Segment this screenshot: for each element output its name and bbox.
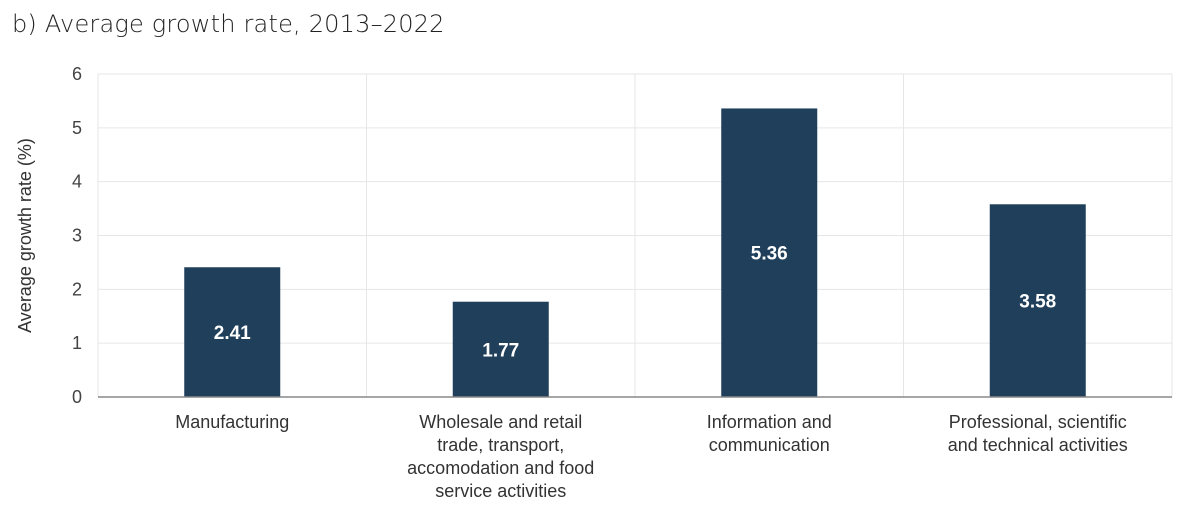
x-tick-label: and technical activities: [948, 435, 1128, 455]
x-tick-label: Manufacturing: [175, 412, 289, 432]
x-tick-label: Wholesale and retail: [419, 412, 582, 432]
data-label: 2.41: [214, 323, 251, 344]
x-tick-label: accomodation and food: [407, 458, 594, 478]
y-tick-label: 6: [72, 64, 82, 84]
y-tick-label: 0: [72, 387, 82, 407]
data-label: 5.36: [751, 244, 788, 265]
x-tick-label: Professional, scientific: [949, 412, 1127, 432]
bar: [184, 267, 281, 397]
bar: [989, 204, 1086, 397]
x-tick-label: communication: [709, 435, 830, 455]
x-tick-label: service activities: [435, 481, 566, 501]
data-label: 1.77: [482, 340, 519, 361]
data-label: 3.58: [1019, 292, 1056, 313]
x-tick-label: Information and: [707, 412, 832, 432]
bar: [721, 108, 818, 397]
y-tick-label: 4: [72, 172, 82, 192]
y-tick-label: 2: [72, 279, 82, 299]
chart-title: b) Average growth rate, 2013–2022: [12, 10, 445, 38]
y-axis-title: Average growth rate (%): [15, 138, 35, 333]
y-tick-label: 5: [72, 118, 82, 138]
y-tick-label: 1: [72, 333, 82, 353]
y-tick-label: 3: [72, 226, 82, 246]
x-tick-label: trade, transport,: [437, 435, 564, 455]
bar: [452, 301, 549, 397]
